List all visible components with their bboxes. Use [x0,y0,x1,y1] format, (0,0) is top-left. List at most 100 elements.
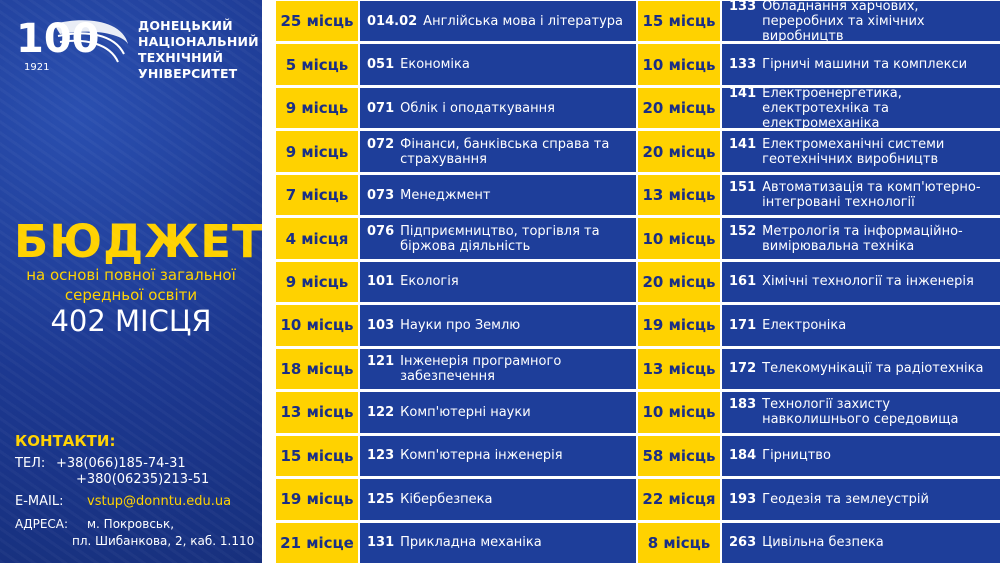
specialty-code: 141 [729,85,757,101]
specialty-cell: 161 Хімічні технології та інженерія [722,261,1000,303]
phone-number[interactable]: +38(066)185-74-31 [56,456,186,471]
specialty-cell: 123 Комп'ютерна інженерія [360,435,636,477]
specialty-cell: 133 Гірничі машини та комплекси [722,44,1000,85]
specialty-cell: 103 Науки про Землю [360,305,636,346]
seats-count: 21 місце [276,522,358,563]
specialty-name: Комп'ютерні науки [400,404,531,420]
seats-count: 15 місць [276,435,358,477]
university-name-line: НАЦІОНАЛЬНИЙ [138,34,259,49]
specialty-name: Гірництво [762,448,831,464]
specialty-name: Комп'ютерна інженерія [400,448,563,464]
email-link[interactable]: vstup@donntu.edu.ua [87,494,232,509]
specialty-cell: 071 Облік і оподаткування [360,87,636,129]
email-label: E-MAIL: [15,494,64,509]
address-line: пл. Шибанкова, 2, каб. 1.110 [72,534,255,548]
seats-count: 10 місць [638,44,720,85]
seats-count: 8 місць [638,522,720,563]
specialty-name: Англійська мова і література [423,13,623,29]
specialty-cell: 152 Метрологія та інформаційно-вимірюваль… [722,218,1000,259]
specialty-cell: 014.02 Англійська мова і література [360,1,636,42]
specialty-cell: 151 Автоматизація та комп'ютерно-інтегров… [722,174,1000,216]
specialty-cell: 141 Електромеханічні системи геотехнічних… [722,131,1000,172]
university-name-line: ДОНЕЦЬКИЙ [138,18,233,33]
seats-count: 13 місць [276,392,358,433]
specialty-name: Фінанси, банківська справа та страхуванн… [400,136,610,167]
specialty-name: Технології захисту навколишнього середов… [762,397,959,428]
info-panel: 100 1921 ДОНЕЦЬКИЙ НАЦІОНАЛЬНИЙ ТЕХНІЧНИ… [0,0,264,563]
address-line: м. Покровськ, [87,517,175,531]
seats-count: 10 місць [638,218,720,259]
specialty-cell: 193 Геодезія та землеустрій [722,479,1000,520]
specialty-code: 073 [367,187,395,203]
specialty-name: Менеджмент [400,187,491,203]
budget-title: БЮДЖЕТ [14,215,264,268]
specialty-code: 125 [367,491,395,507]
specialty-code: 263 [729,535,757,551]
specialty-code: 122 [367,404,395,420]
subtitle-line: середньої освіти [64,286,198,304]
specialty-code: 131 [367,535,395,551]
specialty-cell: 141 Електроенергетика, електротехніка та … [722,85,1000,131]
specialty-cell: 172 Телекомунікації та радіотехніка [722,348,1000,390]
seats-count: 10 місць [638,392,720,433]
budget-subtitle: на основі повної загальної середньої осв… [8,265,254,305]
university-logo: 100 1921 [16,16,128,73]
seats-count: 10 місць [276,305,358,346]
contacts-heading: КОНТАКТИ: [15,432,116,450]
specialty-code: 193 [729,491,757,507]
specialties-table: 25 місць 014.02 Англійська мова і літерату… [262,0,1000,563]
specialty-cell: 133 Обладнання харчових, переробних та хі… [722,0,1000,44]
specialty-code: 133 [729,0,757,14]
specialty-code: 152 [729,223,757,239]
university-name-line: УНІВЕРСИТЕТ [138,66,238,81]
specialty-cell: 121 Інженерія програмного забезпечення [360,348,636,390]
seats-count: 18 місць [276,348,358,390]
seats-count: 13 місць [638,348,720,390]
seats-count: 15 місць [638,1,720,42]
specialty-name: Екологія [400,274,459,290]
specialty-code: 072 [367,136,395,152]
specialty-code: 151 [729,180,757,196]
seats-count: 7 місць [276,174,358,216]
logo-year: 1921 [24,62,49,73]
specialty-name: Хімічні технології та інженерія [762,274,974,290]
specialty-name: Електроніка [762,317,847,333]
specialty-name: Прикладна механіка [400,535,542,551]
total-places: 402 МІСЦЯ [50,304,212,338]
seats-count: 9 місць [276,131,358,172]
specialty-name: Метрологія та інформаційно-вимірювальна … [762,223,963,254]
seats-count: 20 місць [638,131,720,172]
address-label: АДРЕСА: [15,517,69,531]
specialty-code: 183 [729,397,757,413]
seats-count: 9 місць [276,87,358,129]
specialty-name: Автоматизація та комп'ютерно-інтегровані… [762,180,981,211]
specialty-code: 161 [729,274,757,290]
specialty-code: 076 [367,223,395,239]
specialty-cell: 073 Менеджмент [360,174,636,216]
specialty-code: 051 [367,57,395,73]
specialty-name: Облік і оподаткування [400,100,555,116]
specialty-code: 101 [367,274,395,290]
seats-count: 9 місць [276,261,358,303]
seats-count: 19 місць [276,479,358,520]
specialty-code: 133 [729,57,757,73]
phone-number[interactable]: +380(06235)213-51 [76,472,210,487]
specialty-name: Обладнання харчових, переробних та хіміч… [762,0,925,44]
specialty-name: Телекомунікації та радіотехніка [762,361,984,377]
seats-count: 58 місць [638,435,720,477]
specialty-cell: 122 Комп'ютерні науки [360,392,636,433]
specialty-code: 071 [367,100,395,116]
specialty-name: Гірничі машини та комплекси [762,57,968,73]
specialty-code: 172 [729,361,757,377]
seats-count: 4 місця [276,218,358,259]
specialty-name: Цивільна безпека [762,535,884,551]
specialty-cell: 125 Кібербезпека [360,479,636,520]
specialty-code: 184 [729,448,757,464]
specialty-name: Науки про Землю [400,317,521,333]
specialty-code: 123 [367,448,395,464]
specialty-cell: 183 Технології захисту навколишнього сере… [722,392,1000,433]
specialty-name: Кібербезпека [400,491,493,507]
seats-count: 25 місць [276,1,358,42]
seats-count: 22 місця [638,479,720,520]
seats-count: 19 місць [638,305,720,346]
